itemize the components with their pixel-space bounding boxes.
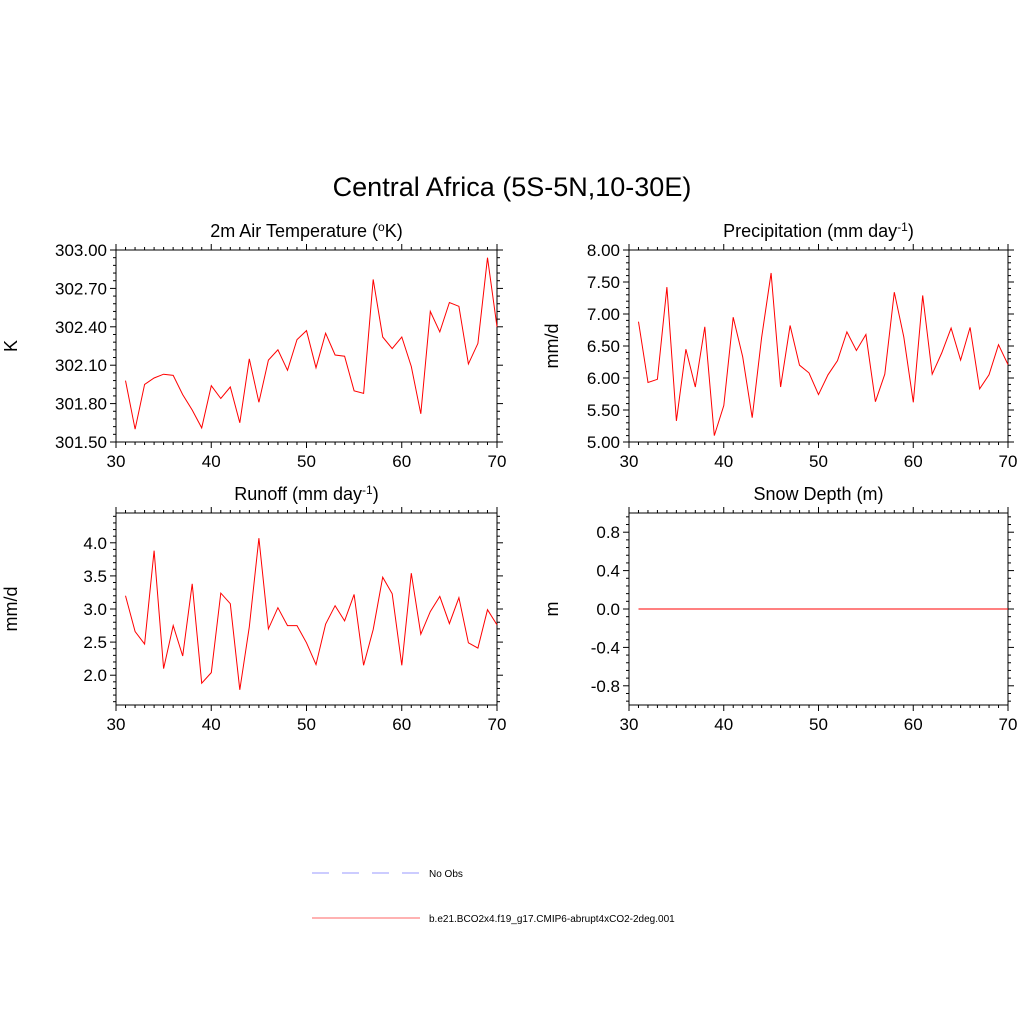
y-axis-label: K [1, 340, 21, 352]
y-tick-label: 7.00 [587, 305, 620, 324]
x-tick-label: 70 [488, 452, 507, 471]
chart-panel-3: 30 40 50 60 70 2.0 2.5 3.0 3.5 4.0 mm/d Runoff (mm … [1, 483, 506, 734]
y-tick-label: 0.8 [596, 523, 620, 542]
y-axis-label: mm/d [542, 324, 562, 369]
plot-frame [628, 249, 1009, 443]
y-tick-label: 302.10 [55, 356, 107, 375]
y-tick-label: 6.00 [587, 369, 620, 388]
panel-title: Runoff (mm day-1) [234, 483, 378, 504]
y-tick-label: 2.0 [83, 666, 107, 685]
y-tick-label: 6.50 [587, 337, 620, 356]
y-tick-label: 0.4 [596, 562, 620, 581]
y-tick-label: 302.70 [55, 279, 107, 298]
y-tick-label: 4.0 [83, 534, 107, 553]
x-tick-label: 40 [714, 452, 733, 471]
title-suffix: ) [373, 484, 379, 504]
x-tick-label: 30 [107, 715, 126, 734]
x-tick-label: 40 [202, 715, 221, 734]
series-line-1 [638, 272, 1009, 436]
figure-title: Central Africa (5S-5N,10-30E) [333, 172, 692, 202]
chart-panel-1: 30 40 50 60 70 301.50 301.80 302.10 302.40 302.70… [1, 220, 506, 471]
y-tick-label: 8.00 [587, 241, 620, 260]
y-tick-label: 3.5 [83, 567, 107, 586]
x-tick-label: 50 [809, 452, 828, 471]
y-tick-label: 5.50 [587, 401, 620, 420]
x-tick-label: 60 [392, 452, 411, 471]
y-tick-label: 301.50 [55, 433, 107, 452]
y-tick-label: 302.40 [55, 318, 107, 337]
chart-panel-4: 30 40 50 60 70 -0.8 -0.4 0.0 0.4 0.8 m Snow Depth (… [542, 484, 1017, 734]
y-tick-label: 5.00 [587, 433, 620, 452]
x-tick-label: 30 [620, 715, 639, 734]
y-axis-label: m [542, 602, 562, 617]
x-tick-label: 70 [488, 715, 507, 734]
y-tick-label: -0.4 [591, 638, 620, 657]
chart-panel-2: 30 40 50 60 70 5.00 5.50 6.00 6.50 7.00 7.50 8.00 mm… [542, 220, 1017, 471]
plot-frame [115, 512, 498, 706]
title-suffix: K) [385, 221, 403, 241]
legend: No Obs b.e21.BCO2x4.f19_g17.CMIP6-abrupt4… [312, 869, 675, 925]
x-tick-label: 70 [999, 715, 1018, 734]
title-superscript: -1 [897, 220, 908, 234]
legend-label-1: No Obs [429, 869, 463, 880]
panels: 30 40 50 60 70 301.50 301.80 302.10 302.40 302.70… [1, 220, 1017, 734]
y-tick-label: 0.0 [596, 600, 620, 619]
legend-label-2: b.e21.BCO2x4.f19_g17.CMIP6-abrupt4xCO2-2… [429, 914, 675, 925]
series-line-1 [125, 538, 498, 690]
y-tick-label: 7.50 [587, 273, 620, 292]
y-axis-label: mm/d [1, 587, 21, 632]
x-tick-label: 30 [107, 452, 126, 471]
title-superscript: o [378, 220, 385, 234]
y-tick-label: -0.8 [591, 677, 620, 696]
title-superscript: -1 [362, 483, 373, 497]
x-tick-label: 40 [714, 715, 733, 734]
x-tick-label: 50 [297, 715, 316, 734]
y-tick-label: 301.80 [55, 395, 107, 414]
panel-title: Precipitation (mm day-1) [723, 220, 914, 241]
y-tick-label: 303.00 [55, 241, 107, 260]
plot-frame [115, 249, 498, 443]
x-tick-label: 50 [809, 715, 828, 734]
panel-title: Snow Depth (m) [753, 484, 883, 504]
series-line-1 [125, 257, 498, 430]
x-tick-label: 70 [999, 452, 1018, 471]
panel-title: 2m Air Temperature (oK) [210, 220, 402, 241]
x-tick-label: 40 [202, 452, 221, 471]
x-tick-label: 60 [904, 452, 923, 471]
x-tick-label: 30 [620, 452, 639, 471]
y-tick-label: 3.0 [83, 600, 107, 619]
x-tick-label: 50 [297, 452, 316, 471]
title-suffix: ) [908, 221, 914, 241]
x-tick-label: 60 [904, 715, 923, 734]
x-tick-label: 60 [392, 715, 411, 734]
y-tick-label: 2.5 [83, 633, 107, 652]
